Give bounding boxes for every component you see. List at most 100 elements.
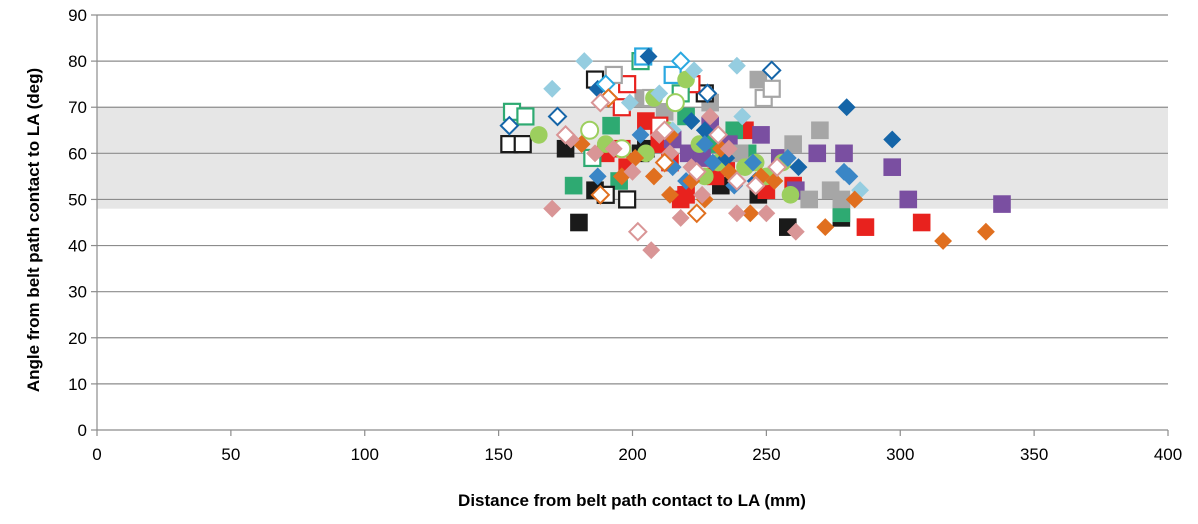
data-point-square [899,190,918,209]
data-point-diamond [499,115,520,136]
x-tick-label: 300 [886,445,914,464]
data-point-square [912,213,931,232]
y-tick-label: 10 [68,375,87,394]
y-tick-label: 60 [68,144,87,163]
data-point-diamond [741,204,760,223]
data-point-diamond [642,241,661,260]
data-point-square [762,79,781,98]
data-point-square [784,135,802,153]
data-point-diamond [697,83,718,104]
x-tick-label: 400 [1154,445,1182,464]
data-point-diamond [686,161,707,182]
data-point-diamond [977,222,995,241]
data-point-diamond [661,185,679,204]
data-point-diamond [686,203,707,224]
tick-labels: 0 10 20 30 40 50 60 70 80 90 0 50 100 150 200 250 300 350… [68,6,1182,464]
data-point-diamond [701,107,720,126]
data-point-diamond [604,139,623,158]
y-tick-label: 50 [68,190,87,209]
y-tick-label: 40 [68,237,87,256]
data-point-diamond [590,92,611,113]
data-point-diamond [703,153,722,172]
data-point-square [856,218,875,236]
data-point-square [883,158,902,176]
data-point-diamond [786,222,805,241]
data-point-diamond [693,185,712,204]
data-point-diamond [671,208,690,227]
data-point-diamond [654,152,675,173]
data-point-diamond [744,153,762,172]
data-point-diamond [650,84,669,103]
data-point-square [835,144,853,163]
data-points [499,47,1011,260]
data-point-diamond [590,184,611,205]
data-point-diamond [555,124,576,145]
y-tick-label: 90 [68,6,87,25]
data-point-diamond [840,167,859,186]
data-point-diamond [708,124,729,145]
data-point-diamond [586,144,604,163]
data-point-diamond [789,158,808,177]
data-point-square [800,190,819,209]
x-tick-label: 50 [221,445,240,464]
data-point-diamond [883,130,902,149]
data-point-diamond [682,112,701,130]
x-tick-label: 350 [1020,445,1048,464]
data-point-square [564,176,583,195]
data-point-diamond [623,162,642,181]
data-point-diamond [631,125,650,144]
data-point-diamond [934,232,953,250]
x-tick-label: 150 [484,445,512,464]
data-point-diamond [627,221,648,242]
x-tick-label: 0 [92,445,101,464]
data-point-diamond [719,139,738,158]
data-point-diamond [644,167,663,186]
data-point-diamond [727,204,746,223]
data-point-diamond [695,135,714,154]
data-point-circle [580,120,600,140]
data-point-diamond [685,61,704,80]
y-axis-title: Angle from belt path contact to LA (deg) [24,68,43,392]
data-point-square [602,116,620,135]
data-point-diamond [727,171,747,191]
data-point-diamond [588,167,607,186]
data-point-diamond [620,93,639,112]
y-tick-label: 20 [68,329,87,348]
data-point-diamond [670,51,691,72]
data-point-diamond [727,56,746,75]
x-axis-title: Distance from belt path contact to LA (m… [458,491,806,510]
data-point-circle [529,126,548,144]
data-point-circle [781,186,800,204]
y-tick-label: 0 [78,421,87,440]
data-point-diamond [733,107,752,126]
data-point-diamond [543,79,562,98]
data-point-diamond [816,218,835,237]
x-tick-label: 250 [752,445,780,464]
data-point-diamond [761,60,782,81]
data-point-square [808,144,827,163]
x-tick-label: 200 [618,445,646,464]
data-point-square [618,75,637,94]
data-point-diamond [543,199,562,218]
data-point-square [752,126,770,144]
data-point-diamond [845,190,864,209]
data-point-square [618,190,637,209]
data-point-square [516,107,535,126]
data-point-diamond [654,120,675,141]
x-tick-label: 100 [351,445,379,464]
data-point-diamond [639,47,658,66]
data-point-diamond [767,157,787,178]
data-point-square [513,135,532,154]
axes [91,14,1169,436]
data-point-diamond [778,149,797,167]
data-point-diamond [547,106,568,127]
data-point-square [749,70,768,89]
data-point-diamond [765,172,784,190]
data-point-diamond [745,175,766,196]
data-point-diamond [575,52,594,71]
data-point-square [570,213,588,232]
y-tick-label: 70 [68,98,87,117]
y-tick-label: 30 [68,283,87,302]
